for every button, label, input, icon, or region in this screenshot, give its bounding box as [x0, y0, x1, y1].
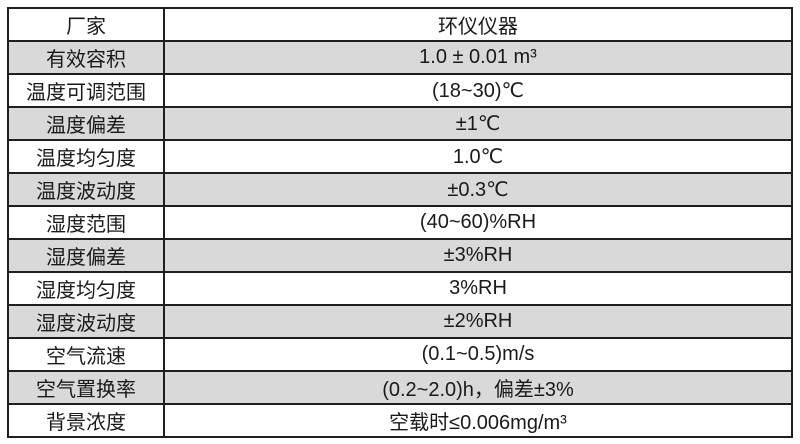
spec-label-cell: 厂家	[7, 7, 165, 42]
spec-label-cell: 有效容积	[7, 40, 165, 75]
spec-value-cell: (0.1~0.5)m/s	[163, 337, 793, 372]
spec-value-cell: 1.0℃	[163, 139, 793, 174]
spec-value-cell: 环仪仪器	[163, 7, 793, 42]
table-row: 温度可调范围 (18~30)℃	[7, 73, 793, 108]
spec-value-cell: 3%RH	[163, 271, 793, 306]
spec-value-cell: (0.2~2.0)h，偏差±3%	[163, 370, 793, 405]
spec-table: 厂家 环仪仪器 有效容积 1.0 ± 0.01 m³ 温度可调范围 (18~30)℃ 温度偏…	[7, 7, 793, 438]
spec-value-cell: (18~30)℃	[163, 73, 793, 108]
table-row: 湿度偏差 ±3%RH	[7, 238, 793, 273]
table-row: 有效容积 1.0 ± 0.01 m³	[7, 40, 793, 75]
spec-table-body: 厂家 环仪仪器 有效容积 1.0 ± 0.01 m³ 温度可调范围 (18~30)℃ 温度偏…	[7, 7, 793, 438]
spec-label-cell: 温度偏差	[7, 106, 165, 141]
spec-value-cell: (40~60)%RH	[163, 205, 793, 240]
table-row: 湿度均匀度 3%RH	[7, 271, 793, 306]
table-row: 湿度波动度 ±2%RH	[7, 304, 793, 339]
spec-value-cell: ±1℃	[163, 106, 793, 141]
spec-label-cell: 温度波动度	[7, 172, 165, 207]
spec-value-cell: ±3%RH	[163, 238, 793, 273]
spec-label-cell: 湿度偏差	[7, 238, 165, 273]
spec-label-cell: 空气流速	[7, 337, 165, 372]
table-row: 厂家 环仪仪器	[7, 7, 793, 42]
table-row: 空气流速 (0.1~0.5)m/s	[7, 337, 793, 372]
spec-value-cell: 空载时≤0.006mg/m³	[163, 403, 793, 438]
spec-label-cell: 温度均匀度	[7, 139, 165, 174]
table-row: 背景浓度 空载时≤0.006mg/m³	[7, 403, 793, 438]
spec-label-cell: 温度可调范围	[7, 73, 165, 108]
table-row: 空气置换率 (0.2~2.0)h，偏差±3%	[7, 370, 793, 405]
table-row: 温度均匀度 1.0℃	[7, 139, 793, 174]
spec-label-cell: 空气置换率	[7, 370, 165, 405]
spec-value-cell: ±2%RH	[163, 304, 793, 339]
spec-label-cell: 湿度均匀度	[7, 271, 165, 306]
spec-label-cell: 湿度范围	[7, 205, 165, 240]
table-row: 温度波动度 ±0.3℃	[7, 172, 793, 207]
table-row: 温度偏差 ±1℃	[7, 106, 793, 141]
spec-label-cell: 背景浓度	[7, 403, 165, 438]
spec-value-cell: ±0.3℃	[163, 172, 793, 207]
spec-value-cell: 1.0 ± 0.01 m³	[163, 40, 793, 75]
table-row: 湿度范围 (40~60)%RH	[7, 205, 793, 240]
spec-label-cell: 湿度波动度	[7, 304, 165, 339]
